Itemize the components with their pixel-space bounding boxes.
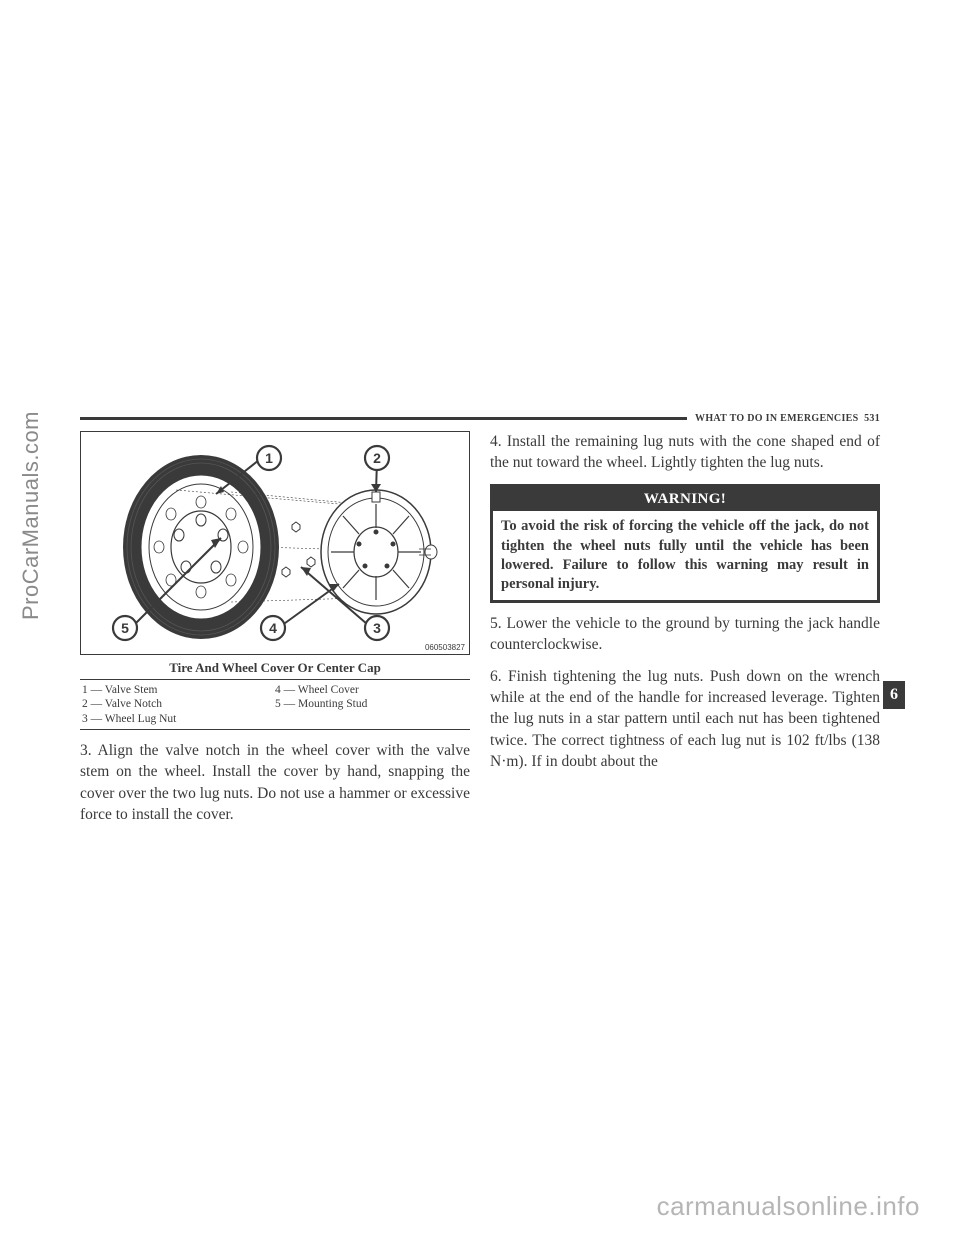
header-rule bbox=[80, 417, 687, 420]
step-4-text: 4. Install the remaining lug nuts with t… bbox=[490, 431, 880, 474]
two-column-layout: 1 2 3 bbox=[80, 431, 880, 826]
figure-caption: Tire And Wheel Cover Or Center Cap bbox=[80, 659, 470, 677]
legend-item-5: 5 — Mounting Stud bbox=[275, 697, 468, 711]
tire-illustration: 1 2 3 bbox=[81, 432, 469, 654]
figure-id: 060503827 bbox=[425, 643, 466, 652]
legend-col-right: 4 — Wheel Cover 5 — Mounting Stud bbox=[275, 683, 468, 726]
svg-text:2: 2 bbox=[373, 450, 381, 466]
step-5-text: 5. Lower the vehicle to the ground by tu… bbox=[490, 613, 880, 656]
legend-col-left: 1 — Valve Stem 2 — Valve Notch 3 — Wheel… bbox=[82, 683, 275, 726]
page-content: WHAT TO DO IN EMERGENCIES 531 6 bbox=[80, 413, 880, 873]
callout-4: 4 bbox=[261, 584, 339, 640]
watermark-side: ProCarManuals.com bbox=[18, 411, 44, 620]
svg-text:5: 5 bbox=[121, 620, 129, 636]
step-6-text: 6. Finish tightening the lug nuts. Push … bbox=[490, 666, 880, 773]
step-3-text: 3. Align the valve notch in the wheel co… bbox=[80, 740, 470, 826]
svg-text:1: 1 bbox=[265, 450, 273, 466]
figure-tire-wheel-cover: 1 2 3 bbox=[80, 431, 470, 655]
legend-item-2: 2 — Valve Notch bbox=[82, 697, 275, 711]
section-title: WHAT TO DO IN EMERGENCIES bbox=[695, 413, 858, 424]
figure-legend: 1 — Valve Stem 2 — Valve Notch 3 — Wheel… bbox=[80, 679, 470, 730]
left-column: 1 2 3 bbox=[80, 431, 470, 826]
right-column: 4. Install the remaining lug nuts with t… bbox=[490, 431, 880, 826]
warning-box: WARNING! To avoid the risk of forcing th… bbox=[490, 484, 880, 603]
legend-item-4: 4 — Wheel Cover bbox=[275, 683, 468, 697]
svg-text:3: 3 bbox=[373, 620, 381, 636]
wheel-cover bbox=[321, 490, 437, 614]
page-number: 531 bbox=[864, 413, 880, 424]
section-tab: 6 bbox=[883, 681, 905, 709]
header-text: WHAT TO DO IN EMERGENCIES 531 bbox=[687, 413, 880, 424]
legend-item-1: 1 — Valve Stem bbox=[82, 683, 275, 697]
svg-text:4: 4 bbox=[269, 620, 277, 636]
legend-item-3: 3 — Wheel Lug Nut bbox=[82, 712, 275, 726]
callout-2: 2 bbox=[365, 446, 389, 492]
watermark-bottom: carmanualsonline.info bbox=[657, 1191, 920, 1222]
warning-title: WARNING! bbox=[493, 487, 877, 512]
page-header: WHAT TO DO IN EMERGENCIES 531 bbox=[80, 413, 880, 427]
warning-body: To avoid the risk of forcing the vehicle… bbox=[493, 511, 877, 600]
